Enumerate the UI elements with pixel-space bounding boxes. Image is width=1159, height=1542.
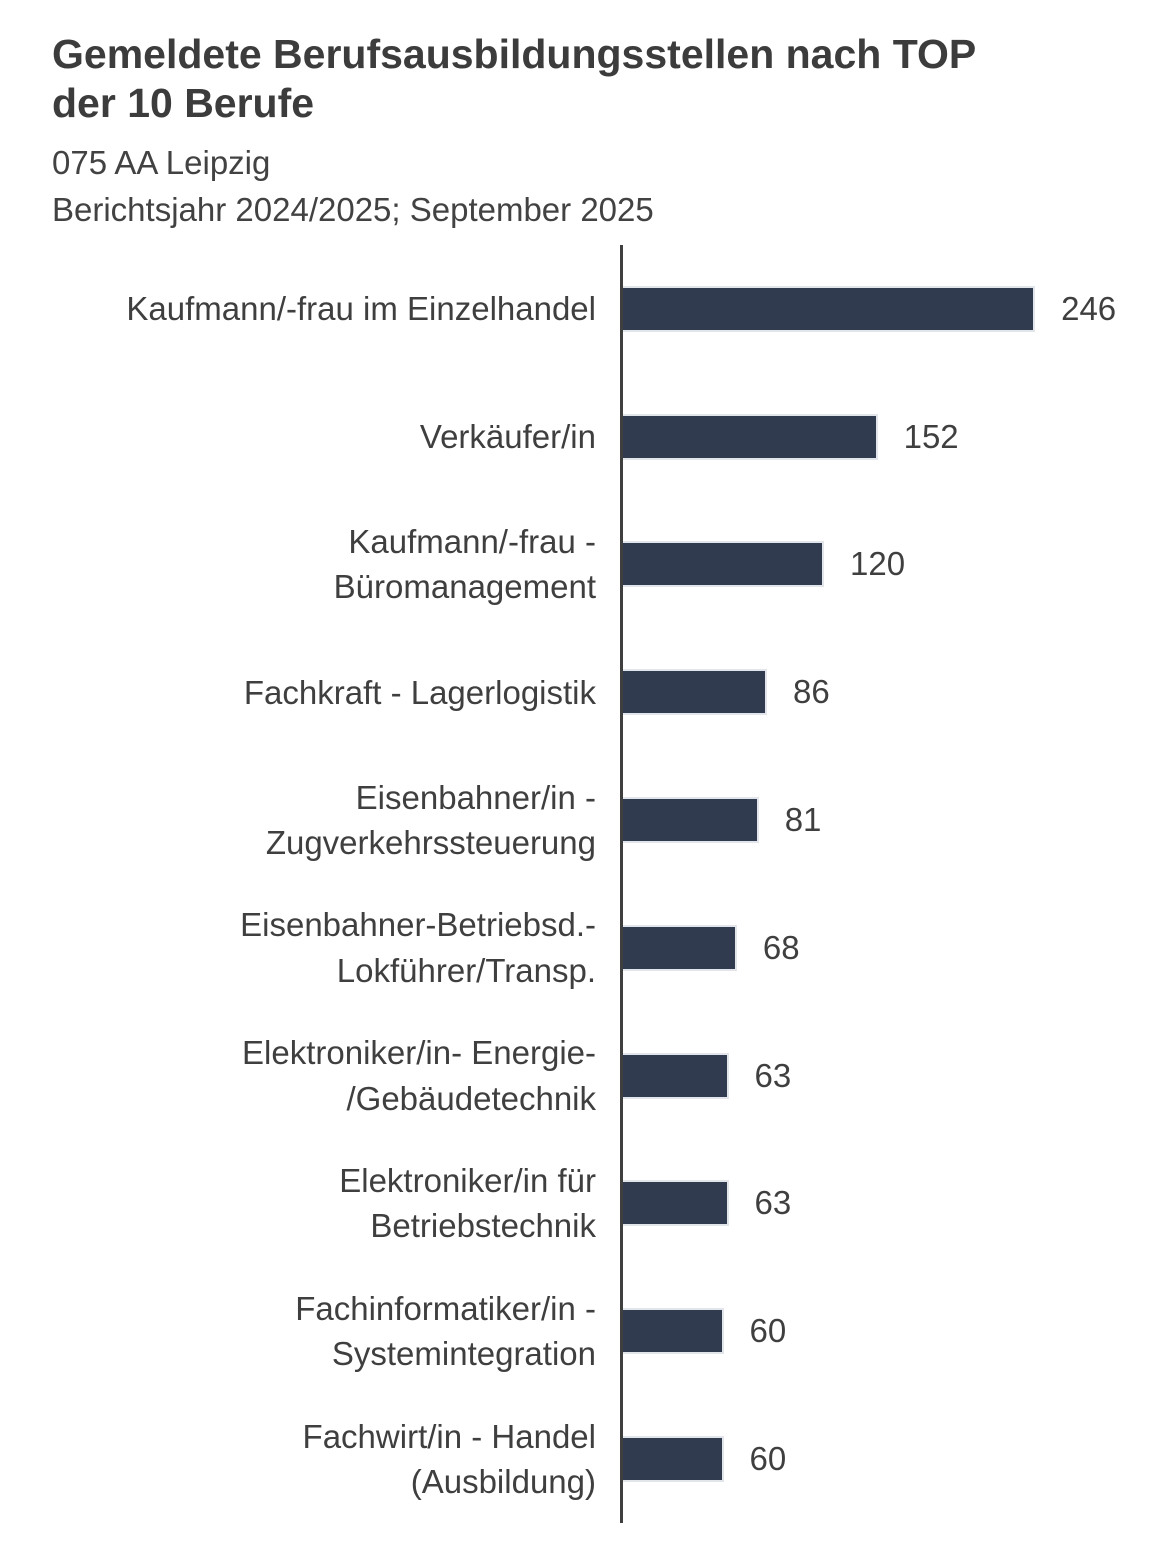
- plot-area: 120: [620, 500, 1159, 629]
- category-label: Elektroniker/in- Energie-/Gebäudetechnik: [242, 1034, 596, 1117]
- bar: [623, 1180, 729, 1227]
- category-label: Kaufmann/-frau - Büromanagement: [333, 522, 596, 606]
- plot-area: 246: [620, 245, 1159, 373]
- chart-row: Eisenbahner-Betriebsd.- Lokführer/Transp.…: [0, 883, 1159, 1012]
- value-label: 63: [754, 1056, 792, 1094]
- chart-row: Elektroniker/in für Betriebstechnik 63: [0, 1139, 1159, 1268]
- value-label: 246: [1061, 289, 1117, 327]
- chart-row: Fachkraft - Lagerlogistik 86: [0, 628, 1159, 757]
- chart-row: Elektroniker/in- Energie-/Gebäudetechnik…: [0, 1011, 1159, 1140]
- plot-area: 81: [620, 756, 1159, 884]
- category-label: Kaufmann/-frau im Einzelhandel: [126, 290, 596, 328]
- plot-area: 152: [620, 372, 1159, 501]
- bar-chart: Kaufmann/-frau im Einzelhandel 246 Verkä…: [0, 245, 1159, 1523]
- bar: [623, 541, 824, 588]
- chart-row: Kaufmann/-frau im Einzelhandel 246: [0, 245, 1159, 373]
- plot-area: 63: [620, 1139, 1159, 1268]
- bar: [623, 413, 878, 460]
- category-label: Fachinformatiker/in - Systemintegration: [295, 1289, 596, 1373]
- chart-subtitle-region: 075 AA Leipzig: [52, 144, 271, 182]
- bar: [623, 1436, 724, 1483]
- value-label: 152: [903, 417, 959, 455]
- bar: [623, 1308, 724, 1355]
- chart-row: Kaufmann/-frau - Büromanagement 120: [0, 500, 1159, 629]
- bar: [623, 797, 759, 844]
- category-label: Eisenbahner-Betriebsd.- Lokführer/Transp.: [240, 906, 596, 989]
- value-label: 86: [793, 673, 830, 711]
- value-label: 63: [754, 1184, 792, 1222]
- value-label: 81: [784, 801, 822, 839]
- plot-area: 68: [620, 883, 1159, 1012]
- value-label: 60: [749, 1312, 787, 1350]
- plot-area: 63: [620, 1011, 1159, 1140]
- chart-title: Gemeldete Berufsausbildungsstellen nach …: [52, 31, 976, 127]
- bar: [623, 669, 767, 716]
- chart-row: Verkäufer/in 152: [0, 372, 1159, 501]
- category-label: Verkäufer/in: [419, 417, 596, 455]
- category-label: Elektroniker/in für Betriebstechnik: [339, 1161, 596, 1245]
- chart-row: Fachwirt/in - Handel (Ausbildung) 60: [0, 1395, 1159, 1523]
- category-label: Fachwirt/in - Handel (Ausbildung): [302, 1417, 596, 1501]
- chart-row: Eisenbahner/in - Zugverkehrssteuerung 81: [0, 756, 1159, 884]
- bar: [623, 924, 737, 971]
- category-label: Eisenbahner/in - Zugverkehrssteuerung: [265, 778, 596, 862]
- plot-area: 60: [620, 1267, 1159, 1396]
- bar: [623, 285, 1036, 332]
- value-label: 60: [749, 1440, 787, 1478]
- value-label: 120: [850, 545, 906, 583]
- bar: [623, 1052, 729, 1099]
- category-label: Fachkraft - Lagerlogistik: [243, 673, 596, 711]
- chart-row: Fachinformatiker/in - Systemintegration 6…: [0, 1267, 1159, 1396]
- plot-area: 86: [620, 628, 1159, 757]
- chart-subtitle-period: Berichtsjahr 2024/2025; September 2025: [52, 190, 654, 228]
- value-label: 68: [762, 928, 800, 966]
- plot-area: 60: [620, 1395, 1159, 1523]
- chart-header: Gemeldete Berufsausbildungsstellen nach …: [52, 30, 1112, 230]
